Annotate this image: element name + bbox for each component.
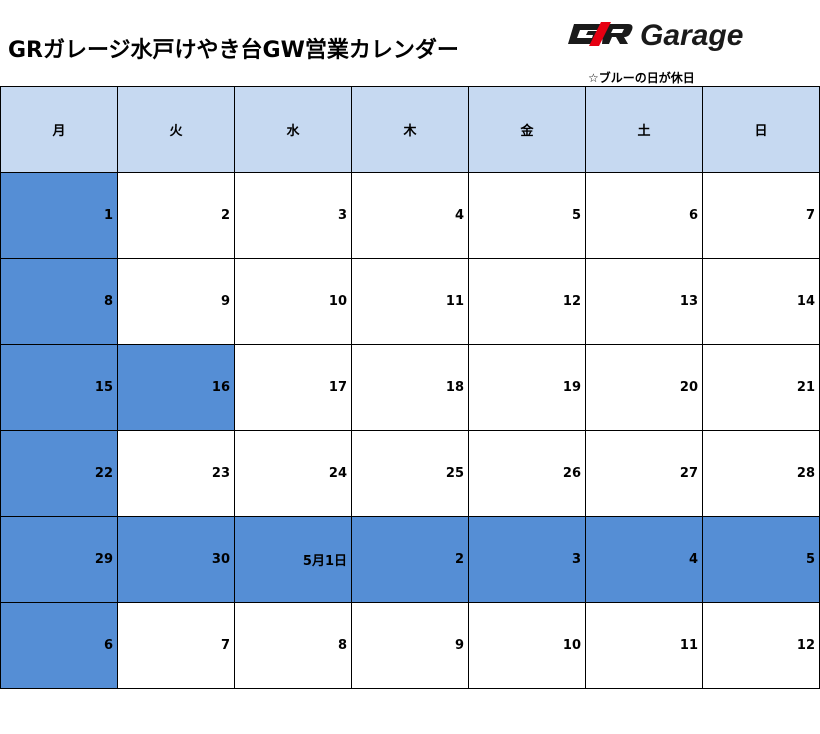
day-cell: 24	[234, 430, 352, 517]
weekday-header: 木	[351, 86, 469, 173]
weekday-header: 火	[117, 86, 235, 173]
day-cell: 29	[0, 516, 118, 603]
day-cell: 18	[351, 344, 469, 431]
day-cell: 12	[468, 258, 586, 345]
day-cell: 20	[585, 344, 703, 431]
day-cell: 9	[351, 602, 469, 689]
day-cell: 14	[702, 258, 820, 345]
week-row: 1 2 3 4 5 6 7	[0, 172, 820, 259]
gr-garage-logo: Garage	[568, 19, 743, 52]
week-row: 29 30 5月1日 2 3 4 5	[0, 516, 820, 603]
day-cell: 11	[585, 602, 703, 689]
day-cell: 15	[0, 344, 118, 431]
day-cell: 9	[117, 258, 235, 345]
day-cell: 16	[117, 344, 235, 431]
day-cell: 11	[351, 258, 469, 345]
day-cell: 17	[234, 344, 352, 431]
day-cell: 5	[468, 172, 586, 259]
logo-wordmark: Garage	[640, 19, 743, 52]
day-cell: 6	[0, 602, 118, 689]
day-cell: 4	[585, 516, 703, 603]
page-title: GRガレージ水戸けやき台GW営業カレンダー	[8, 38, 459, 63]
day-cell: 6	[585, 172, 703, 259]
day-cell: 7	[117, 602, 235, 689]
day-cell: 27	[585, 430, 703, 517]
day-cell: 22	[0, 430, 118, 517]
day-cell: 8	[234, 602, 352, 689]
weekday-header: 土	[585, 86, 703, 173]
day-cell: 1	[0, 172, 118, 259]
weekday-header: 金	[468, 86, 586, 173]
day-cell: 10	[234, 258, 352, 345]
gr-badge	[568, 22, 633, 46]
day-cell: 5月1日	[234, 516, 352, 603]
weekday-header: 月	[0, 86, 118, 173]
day-cell: 8	[0, 258, 118, 345]
day-cell: 12	[702, 602, 820, 689]
day-cell: 21	[702, 344, 820, 431]
day-cell: 26	[468, 430, 586, 517]
gw-calendar: 月 火 水 木 金 土 日 1 2 3 4 5 6 7 8 9 10 11 12…	[0, 86, 820, 689]
day-cell: 28	[702, 430, 820, 517]
day-cell: 13	[585, 258, 703, 345]
day-cell: 23	[117, 430, 235, 517]
holiday-note: ☆ブルーの日が休日	[588, 71, 695, 85]
week-row: 6 7 8 9 10 11 12	[0, 602, 820, 689]
week-row: 8 9 10 11 12 13 14	[0, 258, 820, 345]
day-cell: 3	[468, 516, 586, 603]
week-row: 22 23 24 25 26 27 28	[0, 430, 820, 517]
day-cell: 7	[702, 172, 820, 259]
day-cell: 2	[117, 172, 235, 259]
weekday-header: 水	[234, 86, 352, 173]
day-cell: 4	[351, 172, 469, 259]
day-cell: 19	[468, 344, 586, 431]
day-cell: 10	[468, 602, 586, 689]
weekday-header-row: 月 火 水 木 金 土 日	[0, 86, 820, 173]
day-cell: 3	[234, 172, 352, 259]
week-row: 15 16 17 18 19 20 21	[0, 344, 820, 431]
day-cell: 2	[351, 516, 469, 603]
day-cell: 5	[702, 516, 820, 603]
day-cell: 25	[351, 430, 469, 517]
weekday-header: 日	[702, 86, 820, 173]
day-cell: 30	[117, 516, 235, 603]
